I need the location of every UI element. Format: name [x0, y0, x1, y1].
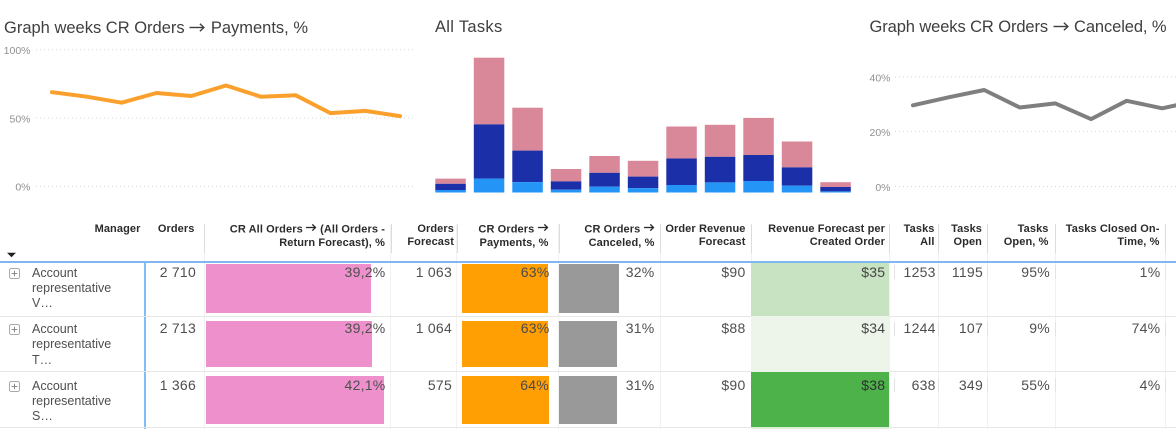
svg-text:100%: 100%	[4, 45, 31, 57]
svg-text:0%: 0%	[875, 182, 890, 194]
svg-text:40%: 40%	[869, 72, 890, 84]
svg-text:50%: 50%	[9, 113, 30, 125]
svg-text:0%: 0%	[15, 182, 30, 194]
svg-text:20%: 20%	[869, 127, 890, 139]
